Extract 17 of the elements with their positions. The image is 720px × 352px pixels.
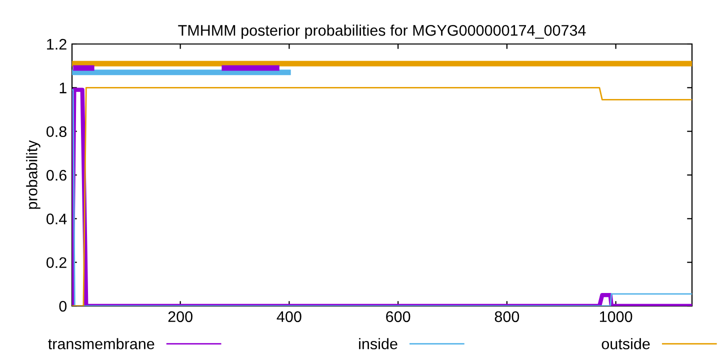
y-tick-label: 1 (60, 82, 66, 94)
y-tick-label: 0.8 (46, 126, 66, 138)
legend-label: outside (602, 338, 650, 350)
x-tick-label: 200 (168, 311, 192, 322)
legend-label: transmembrane (48, 338, 154, 350)
y-tick-label: 0.4 (46, 214, 67, 224)
y-axis-title: probability (26, 140, 40, 209)
chart-title: TMHMM posterior probabilities for MGYG000000174_00734 (178, 24, 586, 39)
x-tick-label: 600 (386, 311, 410, 322)
legend-label: inside (359, 338, 398, 350)
x-tick-label: 800 (494, 311, 520, 322)
y-tick-label: 1.2 (47, 38, 66, 50)
x-tick-label: 400 (276, 311, 302, 322)
x-tick-label: 1000 (600, 311, 632, 322)
y-tick-label: 0.2 (46, 257, 66, 268)
y-tick-label: 0 (59, 300, 67, 312)
y-tick-label: 0.6 (46, 170, 66, 181)
